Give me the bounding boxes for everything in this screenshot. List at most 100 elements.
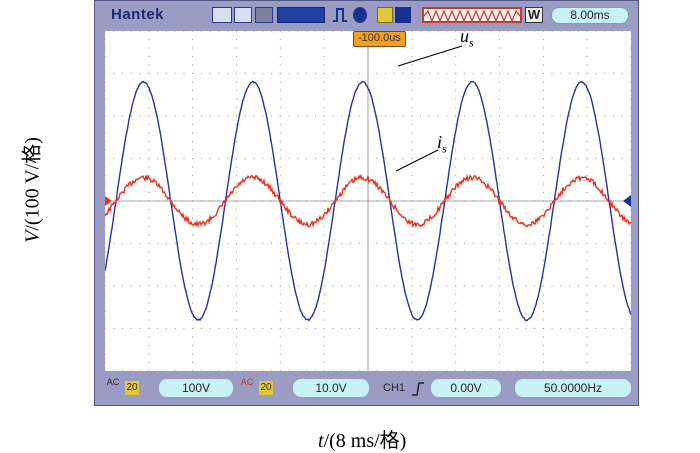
run-status-icon[interactable] <box>353 7 367 23</box>
grid-dot <box>253 370 255 372</box>
grid-dot <box>200 157 203 160</box>
grid-dot <box>411 183 413 185</box>
grid-dot <box>235 285 238 287</box>
grid-dot <box>349 242 352 245</box>
grid-dot <box>192 81 194 83</box>
grid-dot <box>604 285 606 287</box>
grid-dot <box>279 217 281 219</box>
grid-dot <box>498 225 501 228</box>
grid-dot <box>192 38 194 41</box>
grid-dot <box>279 310 281 313</box>
grid-dot <box>481 370 483 372</box>
grid-dot <box>472 72 474 75</box>
grid-dot <box>630 132 632 134</box>
grid-dot <box>577 72 579 75</box>
grid-dot <box>148 183 150 185</box>
grid-dot <box>586 30 588 32</box>
grid-dot <box>551 285 553 287</box>
grid-dot <box>157 72 159 75</box>
grid-dot <box>577 370 579 372</box>
ch1-scale[interactable]: 100V <box>159 379 233 397</box>
ch1-coupling-icon[interactable]: AC <box>106 377 120 387</box>
grid-dot <box>604 157 606 160</box>
grid-dot <box>288 30 290 32</box>
grid-dot <box>455 208 457 211</box>
grid-dot <box>104 344 106 347</box>
grid-dot <box>472 157 474 160</box>
grid-dot <box>577 115 579 117</box>
grid-dot <box>323 285 325 287</box>
grid-dot <box>192 106 194 109</box>
grid-dot <box>437 370 439 372</box>
grid-dot <box>630 285 632 287</box>
ramp-icon[interactable] <box>234 7 252 23</box>
waveform-screen: -100.0us <box>104 30 632 372</box>
trigger-source[interactable]: CH1 <box>383 382 406 394</box>
grid-dot <box>498 370 501 372</box>
grid-dot <box>516 242 518 245</box>
grid-dot <box>323 251 325 253</box>
waveform-icon[interactable] <box>212 7 232 23</box>
grid-dot <box>209 157 211 160</box>
grid-dot <box>314 242 316 245</box>
grid-dot <box>411 38 413 41</box>
grid-dot <box>235 183 238 185</box>
grid-dot <box>586 302 588 304</box>
grid-dot <box>551 242 553 245</box>
grid-dot <box>586 123 588 126</box>
grid-dot <box>306 72 308 75</box>
grid-dot <box>498 327 501 330</box>
grid-dot <box>130 157 132 160</box>
grid-dot <box>586 132 588 134</box>
grid-dot <box>104 225 106 228</box>
grid-dot <box>490 157 492 160</box>
grid-dot <box>411 64 413 66</box>
grid-dot <box>235 259 238 262</box>
grid-dot <box>192 268 194 270</box>
grid-dot <box>428 115 430 117</box>
grid-dot <box>507 285 509 287</box>
usb-icon[interactable] <box>377 7 393 23</box>
grid-dot <box>569 115 571 117</box>
grid-dot <box>227 327 229 330</box>
trigger-level[interactable]: 0.00V <box>431 379 501 397</box>
waveform-overview[interactable] <box>422 7 522 23</box>
grid-dot <box>542 319 544 321</box>
grid-dot <box>455 64 457 66</box>
grid-dot <box>498 166 501 168</box>
grid-dot <box>104 157 106 160</box>
print-icon[interactable] <box>255 7 273 23</box>
ch2-coupling-icon[interactable]: AC <box>240 377 254 387</box>
grid-dot <box>279 81 281 83</box>
save-icon[interactable] <box>395 7 411 23</box>
grid-dot <box>192 302 194 304</box>
grid-dot <box>341 115 343 117</box>
grid-dot <box>165 157 167 160</box>
grid-dot <box>586 293 588 296</box>
grid-dot <box>323 276 325 279</box>
grid-dot <box>279 225 281 228</box>
grid-dot <box>586 47 588 49</box>
grid-dot <box>428 72 430 75</box>
grid-dot <box>148 64 150 66</box>
timebase-readout[interactable]: 8.00ms <box>551 7 629 24</box>
window-button[interactable]: W <box>525 7 543 23</box>
grid-dot <box>235 208 238 211</box>
grid-dot <box>542 344 544 347</box>
pulse-trigger-icon[interactable] <box>332 7 348 23</box>
grid-dot <box>525 370 527 372</box>
grid-dot <box>437 72 439 75</box>
grid-dot <box>586 140 588 143</box>
grid-dot <box>262 242 264 245</box>
grid-dot <box>104 234 106 236</box>
grid-dot <box>612 370 615 372</box>
grid-dot <box>323 64 325 66</box>
grid-dot <box>279 98 281 100</box>
grid-dot <box>148 47 150 49</box>
ch2-scale[interactable]: 10.0V <box>293 379 369 397</box>
grid-dot <box>323 336 325 338</box>
is-trace <box>104 173 631 229</box>
grid-dot <box>376 285 378 287</box>
grid-dot <box>455 98 457 100</box>
grid-dot <box>630 38 632 41</box>
